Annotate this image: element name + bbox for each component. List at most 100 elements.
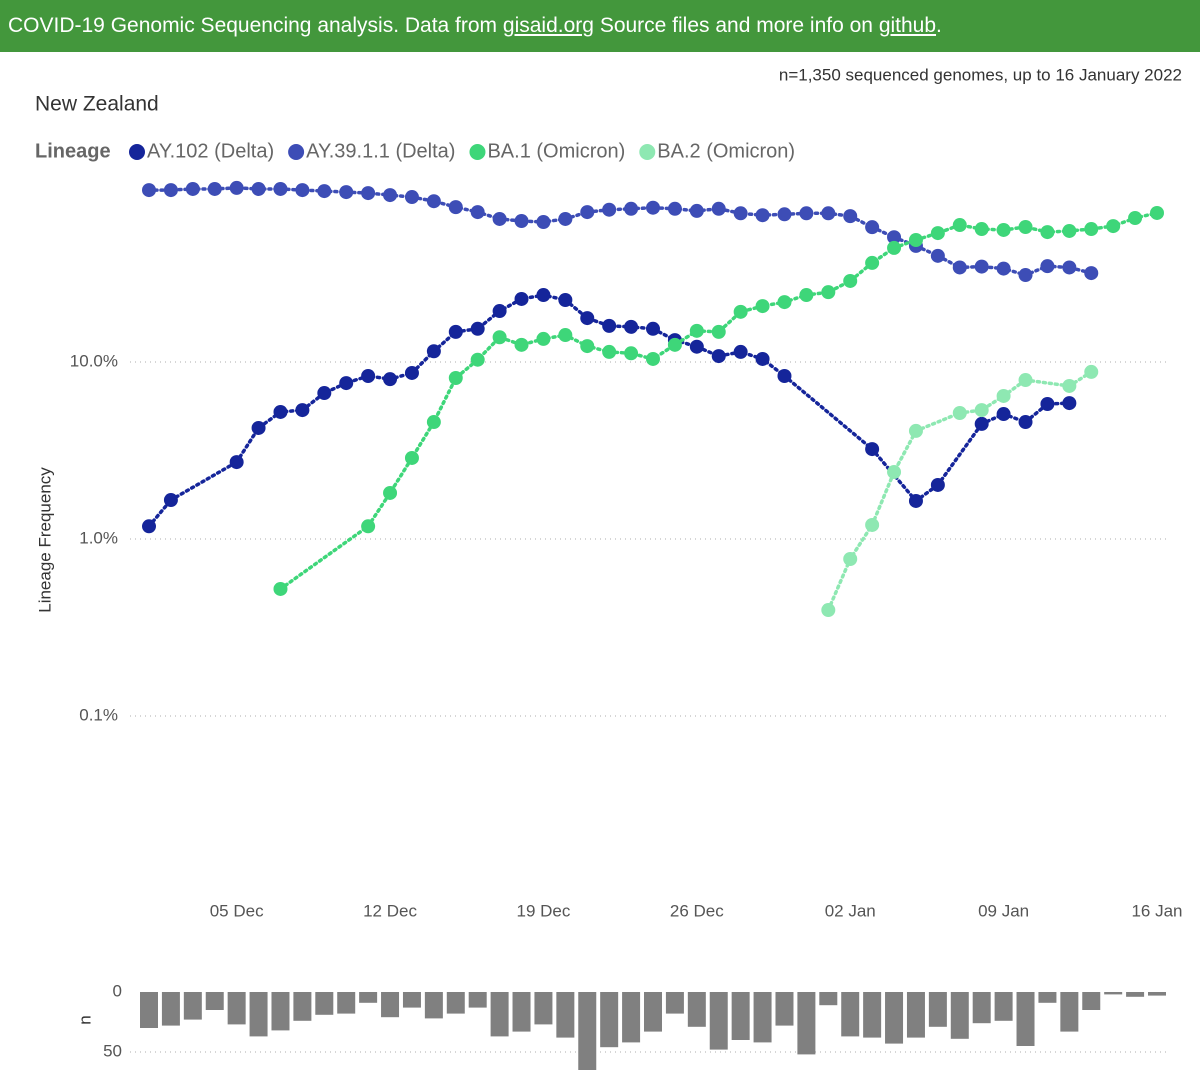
data-point	[996, 407, 1011, 422]
data-point	[711, 349, 726, 364]
data-point	[339, 376, 354, 391]
bar	[665, 992, 684, 1014]
data-point	[755, 351, 770, 366]
data-point	[646, 351, 660, 366]
data-point	[646, 200, 660, 215]
data-point	[163, 183, 178, 198]
data-point	[404, 190, 419, 205]
bar	[863, 992, 882, 1038]
data-point	[229, 455, 244, 470]
data-point	[448, 324, 463, 339]
data-point	[755, 208, 770, 223]
data-point	[404, 450, 419, 465]
data-point	[383, 372, 398, 387]
bar	[293, 992, 312, 1021]
legend-marker	[639, 144, 656, 160]
data-point	[843, 273, 858, 288]
chart-title: New Zealand	[35, 93, 159, 116]
bar	[797, 992, 816, 1055]
data-point	[142, 519, 156, 534]
data-point	[383, 485, 398, 500]
data-point	[229, 180, 244, 195]
data-point	[1106, 219, 1121, 234]
data-point	[558, 293, 573, 308]
data-point	[448, 371, 463, 386]
data-point	[733, 304, 748, 319]
data-point	[996, 261, 1011, 276]
data-point	[733, 344, 748, 359]
data-point	[514, 291, 529, 306]
y-tick-label: 0.1%	[79, 705, 118, 724]
bar	[1104, 992, 1123, 995]
data-point	[426, 415, 441, 430]
data-point	[383, 188, 398, 203]
subtitle: n=1,350 sequenced genomes, up to 16 Janu…	[779, 65, 1182, 84]
data-point	[908, 232, 923, 247]
data-point	[1040, 225, 1055, 240]
data-point	[470, 205, 485, 220]
data-point	[843, 551, 858, 566]
bar	[950, 992, 969, 1039]
data-point	[930, 477, 945, 492]
data-point	[361, 368, 376, 383]
data-point	[865, 442, 880, 457]
data-point	[295, 403, 310, 418]
data-point	[952, 218, 967, 233]
bar	[381, 992, 400, 1018]
data-point	[821, 285, 836, 300]
data-point	[865, 255, 880, 270]
data-point	[317, 184, 332, 199]
data-point	[865, 517, 880, 532]
bar	[1060, 992, 1079, 1032]
bar	[841, 992, 860, 1037]
data-point	[361, 519, 376, 534]
data-point	[426, 194, 441, 209]
gisaid-link[interactable]: gisaid.org	[502, 14, 594, 37]
legend-marker	[129, 144, 145, 160]
data-point	[689, 323, 704, 338]
data-point	[667, 201, 682, 216]
data-point	[952, 406, 967, 421]
y-tick-label: 10.0%	[70, 351, 118, 370]
gap-connector	[870, 447, 918, 503]
data-point	[689, 339, 704, 354]
data-point	[1018, 373, 1033, 388]
legend-title: Lineage	[35, 140, 111, 162]
y-tick-label: 1.0%	[79, 528, 118, 547]
data-point	[602, 318, 617, 333]
data-point	[887, 465, 902, 480]
data-point	[1128, 210, 1143, 225]
data-point	[930, 226, 945, 241]
data-point	[908, 423, 923, 438]
data-point	[974, 222, 989, 237]
github-link[interactable]: github	[878, 14, 937, 37]
data-point	[273, 404, 288, 419]
bar	[183, 992, 202, 1020]
bar	[446, 992, 465, 1014]
x-tick-label: 12 Dec	[363, 901, 417, 920]
data-point	[1084, 266, 1099, 281]
legend-marker	[288, 144, 305, 160]
data-point	[996, 388, 1011, 403]
data-point	[777, 207, 792, 222]
legend-marker	[469, 144, 486, 160]
y-tick-label: 50	[103, 1041, 122, 1060]
bar	[556, 992, 575, 1038]
legend-label: BA.1 (Omicron)	[487, 140, 625, 162]
data-point	[908, 493, 923, 508]
header-text: Source files and more info on	[599, 14, 873, 37]
x-tick-label: 05 Dec	[210, 901, 264, 920]
bar	[1148, 992, 1166, 996]
gap-connector	[782, 374, 874, 451]
bar	[1016, 992, 1035, 1046]
bar	[1082, 992, 1101, 1010]
data-point	[624, 346, 639, 361]
y-tick-label: 0	[113, 981, 122, 1000]
data-point	[536, 288, 551, 303]
bar	[687, 992, 706, 1027]
data-point	[1084, 364, 1099, 379]
data-point	[733, 206, 748, 221]
data-point	[492, 211, 507, 226]
